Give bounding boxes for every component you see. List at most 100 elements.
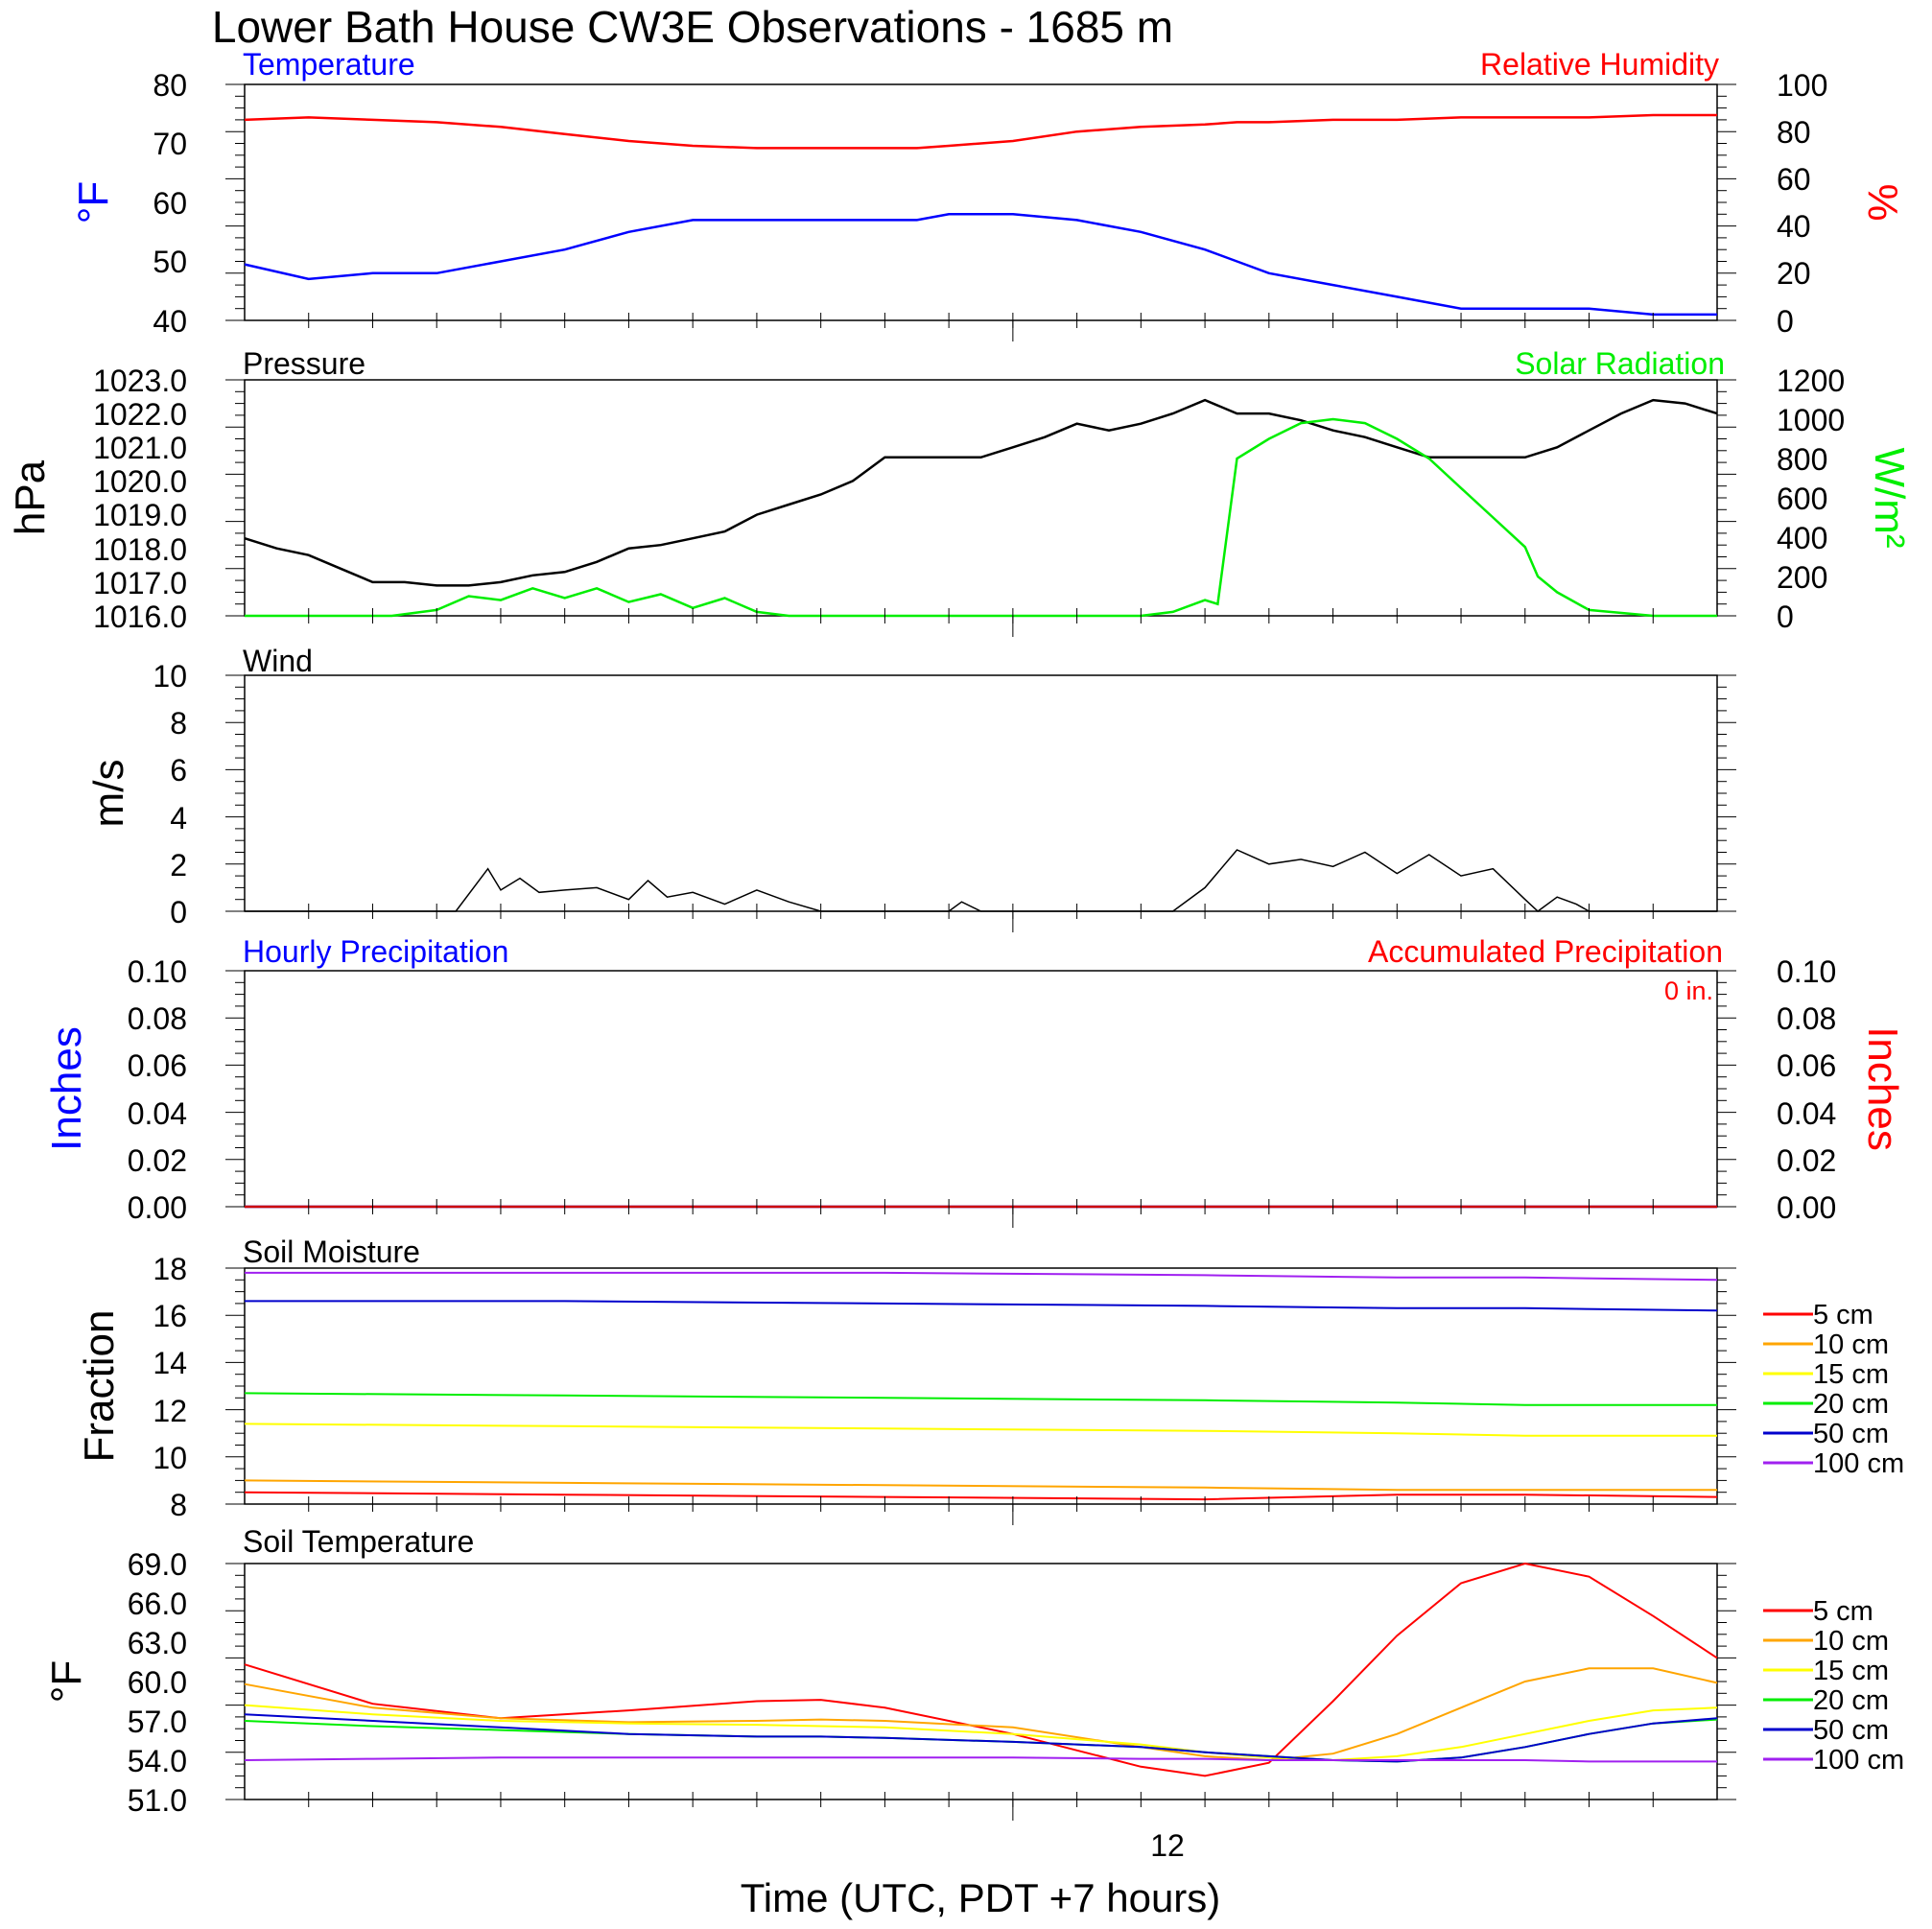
soil-temp-10cm-line: [244, 1667, 1718, 1762]
tick-label: 200: [1777, 560, 1827, 595]
panel-left-title: Wind: [243, 644, 313, 678]
left-tick-labels: 1023.0 1022.0 1021.0 1020.0 1019.0 1018.…: [93, 364, 187, 634]
soil-moisture-legend: 5 cm 10 cm 15 cm 20 cm 50 cm 100 cm: [1763, 1300, 1904, 1479]
panel-frame: [244, 674, 1718, 912]
relative-humidity-line: [244, 113, 1717, 150]
soil-moisture-15cm-line: [244, 1423, 1717, 1437]
tick-label: 0.06: [128, 1048, 187, 1083]
panel-right-title: Solar Radiation: [1515, 346, 1725, 381]
soil-temperature-legend: 5 cm 10 cm 15 cm 20 cm 50 cm 100 cm: [1763, 1596, 1904, 1776]
panel-temperature-humidity: Temperature Relative Humidity °F % 80 70…: [70, 47, 1906, 339]
tick-label: 40: [1777, 209, 1811, 244]
accumulated-total-label: 0 in.: [1664, 976, 1713, 1005]
left-axis-label: hPa: [7, 459, 54, 535]
tick-label: 1023.0: [93, 364, 187, 398]
right-axis-label: Inches: [1859, 1026, 1906, 1151]
tick-label: 8: [170, 706, 187, 741]
soil-temp-5cm-line: [244, 1562, 1718, 1777]
right-tick-labels: 100 80 60 40 20 0: [1777, 68, 1827, 339]
soil-moisture-20cm-line: [244, 1392, 1717, 1406]
chart-title: Lower Bath House CW3E Observations - 168…: [212, 2, 1173, 52]
tick-label: 8: [170, 1488, 187, 1522]
left-axis-label: Inches: [43, 1026, 90, 1151]
panel-pressure-solar: Pressure Solar Radiation hPa W/m² 1023.0…: [7, 346, 1913, 634]
panel-left-title: Soil Moisture: [243, 1235, 420, 1269]
legend-label: 100 cm: [1813, 1448, 1904, 1479]
tick-label: 800: [1777, 442, 1827, 477]
soil-temp-50cm-line: [244, 1713, 1718, 1763]
tick-label: 63.0: [128, 1626, 187, 1660]
left-tick-labels: 10 8 6 4 2 0: [153, 659, 187, 929]
panel-soil-temperature: Soil Temperature °F 69.0 66.0 63.0 60.0 …: [43, 1524, 1904, 1818]
axis-tick-marks: [225, 83, 1736, 1821]
legend-label: 50 cm: [1813, 1419, 1889, 1449]
right-tick-labels: 0.10 0.08 0.06 0.04 0.02 0.00: [1777, 954, 1836, 1225]
tick-label: 0.08: [1777, 1001, 1836, 1036]
tick-label: 1016.0: [93, 600, 187, 634]
legend-label: 15 cm: [1813, 1359, 1889, 1390]
tick-label: 0.04: [128, 1096, 187, 1131]
panel-precipitation: Hourly Precipitation Accumulated Precipi…: [43, 934, 1906, 1225]
tick-label: 100: [1777, 68, 1827, 103]
tick-label: 0.02: [128, 1143, 187, 1178]
left-tick-labels: 18 16 14 12 10 8: [153, 1252, 187, 1522]
tick-label: 0.08: [128, 1001, 187, 1036]
tick-label: 70: [153, 127, 187, 161]
panel-wind: Wind m/s 10 8 6 4 2 0: [85, 644, 1718, 929]
left-tick-labels: 0.10 0.08 0.06 0.04 0.02 0.00: [128, 954, 187, 1225]
tick-label: 0: [1777, 304, 1794, 339]
tick-label: 0.06: [1777, 1048, 1836, 1083]
tick-label: 54.0: [128, 1744, 187, 1778]
soil-temp-15cm-line: [244, 1704, 1718, 1762]
tick-label: 0: [1777, 600, 1794, 634]
panel-left-title: Soil Temperature: [243, 1524, 474, 1559]
right-axis-label: W/m²: [1866, 447, 1913, 548]
right-axis-label: %: [1859, 183, 1906, 221]
left-tick-labels: 80 70 60 50 40: [153, 68, 187, 339]
tick-label: 51.0: [128, 1783, 187, 1818]
panel-soil-moisture: Soil Moisture Fraction 18 16 14 12 10 8 …: [76, 1235, 1904, 1522]
soil-temp-100cm-line: [244, 1756, 1717, 1763]
pressure-line: [244, 398, 1718, 587]
panel-right-title: Relative Humidity: [1480, 47, 1719, 82]
tick-label: 60: [153, 186, 187, 221]
panel-frame: [244, 970, 1718, 1208]
tick-label: 0.02: [1777, 1143, 1836, 1178]
soil-moisture-100cm-line: [245, 1271, 1718, 1282]
tick-label: 16: [153, 1299, 187, 1333]
tick-label: 0.10: [1777, 954, 1836, 989]
tick-label: 0: [170, 895, 187, 929]
tick-label: 1019.0: [93, 498, 187, 532]
soil-moisture-10cm-line: [244, 1479, 1717, 1492]
tick-label: 0.04: [1777, 1096, 1836, 1131]
tick-label: 0.00: [128, 1190, 187, 1225]
left-axis-label: Fraction: [76, 1310, 123, 1463]
wind-line: [245, 849, 1717, 912]
right-tick-labels: 1200 1000 800 600 400 200 0: [1777, 364, 1845, 634]
tick-label: 57.0: [128, 1705, 187, 1739]
left-axis-label: m/s: [85, 760, 132, 828]
legend-label: 15 cm: [1813, 1656, 1889, 1686]
tick-label: 1017.0: [93, 566, 187, 600]
tick-label: 66.0: [128, 1587, 187, 1621]
tick-label: 1200: [1777, 364, 1845, 398]
tick-label: 18: [153, 1252, 187, 1286]
tick-label: 80: [1777, 115, 1811, 150]
legend-label: 10 cm: [1813, 1329, 1889, 1360]
tick-label: 10: [153, 659, 187, 694]
left-tick-labels: 69.0 66.0 63.0 60.0 57.0 54.0 51.0: [128, 1547, 187, 1818]
panel-frame: [244, 379, 1718, 617]
panel-right-title: Accumulated Precipitation: [1368, 934, 1723, 969]
soil-moisture-5cm-line: [244, 1491, 1718, 1501]
legend-label: 10 cm: [1813, 1626, 1889, 1657]
tick-label: 12: [153, 1394, 187, 1428]
tick-label: 14: [153, 1346, 187, 1380]
tick-label: 600: [1777, 482, 1827, 516]
legend-label: 100 cm: [1813, 1745, 1904, 1776]
tick-label: 20: [1777, 256, 1811, 291]
legend-label: 20 cm: [1813, 1685, 1889, 1716]
panel-left-title: Temperature: [243, 47, 415, 82]
tick-label: 4: [170, 801, 187, 835]
panel-frame: [244, 1563, 1718, 1800]
